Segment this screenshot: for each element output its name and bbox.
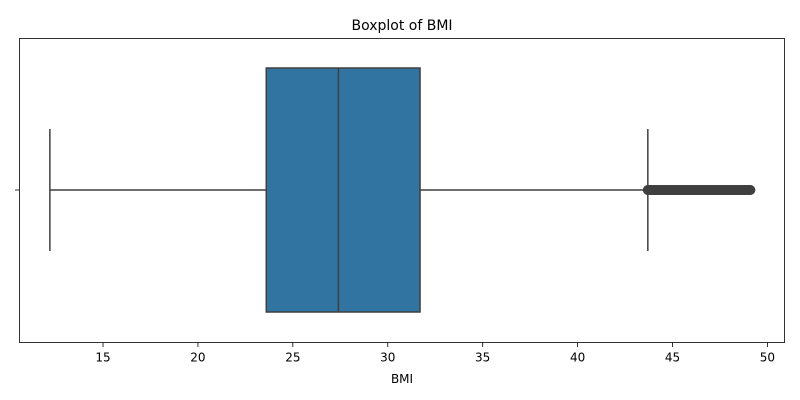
x-axis-label: BMI [391, 372, 413, 386]
x-tick-label: 45 [665, 351, 680, 365]
x-tick-label: 30 [380, 351, 395, 365]
x-tick-label: 20 [190, 351, 205, 365]
plot-area [19, 38, 785, 343]
iqr-box [265, 67, 421, 313]
x-tick-label: 50 [760, 351, 775, 365]
outlier-points [642, 184, 756, 196]
x-tick-label: 25 [285, 351, 300, 365]
chart-title: Boxplot of BMI [351, 18, 452, 34]
x-tick-label: 15 [95, 351, 110, 365]
x-tick-label: 35 [475, 351, 490, 365]
plot-marks [49, 67, 756, 313]
x-tick-label: 40 [570, 351, 585, 365]
outlier-point [745, 184, 756, 196]
x-axis: 15 20 25 30 35 40 45 50 [95, 342, 775, 365]
